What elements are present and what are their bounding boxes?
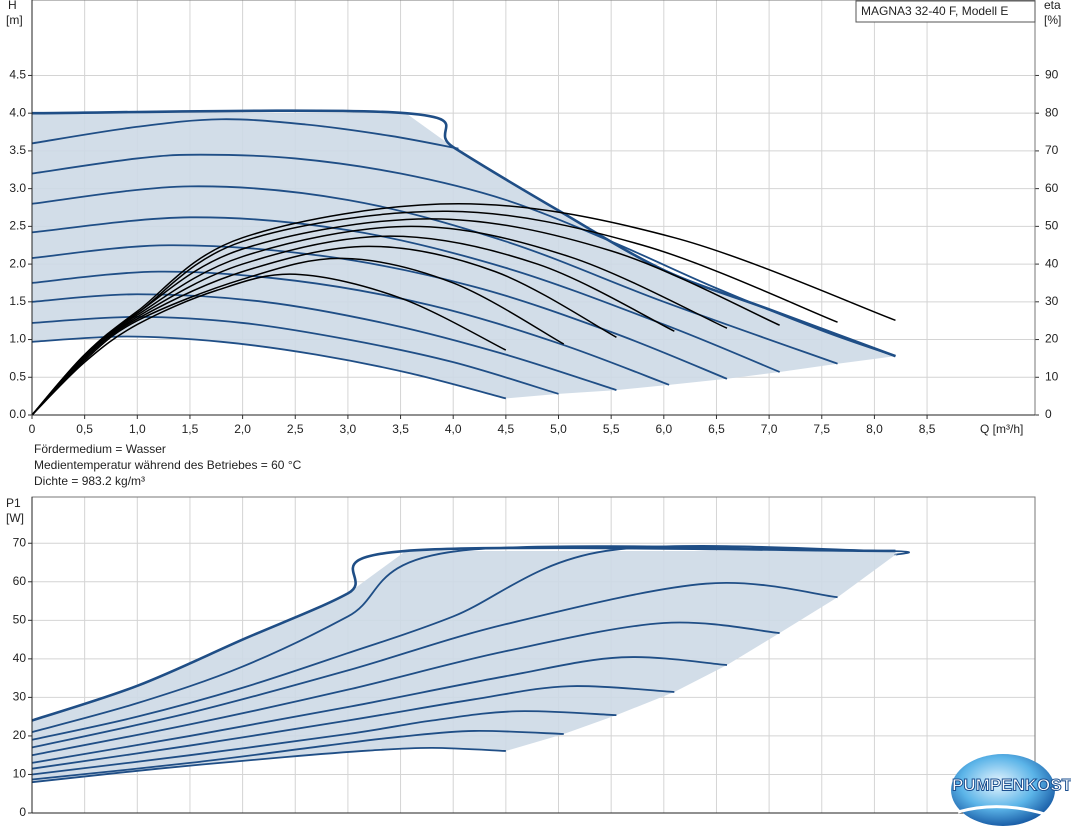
efficiency-curve bbox=[31, 273, 507, 416]
x-tick-label: 4,5 bbox=[498, 422, 515, 436]
performance-curve bbox=[31, 270, 670, 386]
y-tick-label: 0.0 bbox=[9, 407, 26, 421]
y-tick-label: 40 bbox=[13, 651, 27, 665]
performance-curve bbox=[31, 216, 780, 373]
y-axis-unit: [m] bbox=[6, 13, 23, 27]
x-tick-label: 8,5 bbox=[919, 422, 936, 436]
title-box bbox=[855, 0, 1036, 23]
logo: PUMPENKOST bbox=[951, 754, 1071, 826]
y-tick-label: 3.5 bbox=[9, 143, 26, 157]
x-tick-label: 5,0 bbox=[550, 422, 567, 436]
x-tick-label: 6,0 bbox=[655, 422, 672, 436]
y-tick-label: 1.0 bbox=[9, 332, 26, 346]
x-tick-label: 1,0 bbox=[129, 422, 146, 436]
charts: 0 0,5 1,0 1,5 2,0 2,5 3,0 3,5 4,0 4,5 5,0 5,5 6,0 6,5… bbox=[9, 0, 1059, 819]
y2-tick-label: 0 bbox=[1045, 407, 1052, 421]
x-tick-label: 0,5 bbox=[76, 422, 93, 436]
y-axis-label: H bbox=[8, 0, 17, 12]
y2-tick-label: 20 bbox=[1045, 332, 1059, 346]
y-tick-label: 60 bbox=[13, 574, 27, 588]
y2-tick-label: 50 bbox=[1045, 219, 1059, 233]
y-tick-label: 3.0 bbox=[9, 181, 26, 195]
performance-curve bbox=[31, 621, 780, 757]
y-tick-label: 0 bbox=[19, 805, 26, 819]
performance-curve bbox=[31, 729, 564, 781]
y-tick-label: 0.5 bbox=[9, 369, 26, 383]
chart-title: MAGNA3 32-40 F, Modell E bbox=[861, 4, 1008, 18]
efficiency-curve bbox=[31, 257, 565, 416]
y-tick-label: 50 bbox=[13, 612, 27, 626]
y-tick-label: 20 bbox=[13, 728, 27, 742]
performance-curve bbox=[31, 185, 838, 365]
y-tick-label: 2.0 bbox=[9, 256, 26, 270]
y2-axis-label: eta bbox=[1044, 0, 1061, 12]
operating-range bbox=[32, 550, 896, 783]
performance-curve bbox=[31, 656, 728, 764]
performance-curve bbox=[31, 153, 896, 357]
x-tick-label: 4,0 bbox=[445, 422, 462, 436]
x-tick-label: 7,5 bbox=[813, 422, 830, 436]
efficiency-curve bbox=[31, 235, 675, 416]
annotation: Fördermedium = Wasser bbox=[34, 442, 166, 456]
performance-curve bbox=[31, 582, 838, 749]
y-tick-label: 2.5 bbox=[9, 219, 26, 233]
annotation: Dichte = 983.2 kg/m³ bbox=[34, 474, 145, 488]
y-tick-label: 1.5 bbox=[9, 294, 26, 308]
x-axis-label: Q [m³/h] bbox=[980, 422, 1023, 436]
x-tick-label: 0 bbox=[29, 422, 36, 436]
performance-curve bbox=[31, 244, 728, 380]
y-axis-label: P1 bbox=[6, 496, 21, 510]
performance-curve bbox=[31, 746, 506, 784]
efficiency-curve bbox=[31, 218, 780, 416]
y2-axis-unit: [%] bbox=[1044, 13, 1061, 27]
performance-curve bbox=[31, 316, 559, 395]
y-tick-label: 4.0 bbox=[9, 105, 26, 119]
performance-curve bbox=[31, 710, 617, 776]
x-tick-label: 3,0 bbox=[340, 422, 357, 436]
y2-tick-label: 80 bbox=[1045, 105, 1059, 119]
x-tick-label: 3,5 bbox=[392, 422, 409, 436]
performance-curve bbox=[31, 685, 675, 770]
y2-tick-label: 90 bbox=[1045, 68, 1059, 82]
annotation: Medientemperatur während des Betriebes =… bbox=[34, 458, 302, 472]
x-tick-label: 6,5 bbox=[708, 422, 725, 436]
x-tick-label: 8,0 bbox=[866, 422, 883, 436]
x-tick-label: 2,5 bbox=[287, 422, 304, 436]
y-tick-label: 10 bbox=[13, 767, 27, 781]
efficiency-curve bbox=[31, 202, 896, 416]
performance-curve bbox=[31, 293, 617, 391]
y-tick-label: 70 bbox=[13, 535, 27, 549]
y-tick-label: 30 bbox=[13, 690, 27, 704]
x-tick-label: 5,5 bbox=[603, 422, 620, 436]
logo-wave bbox=[957, 805, 1049, 817]
y2-tick-label: 30 bbox=[1045, 294, 1059, 308]
x-tick-label: 2,0 bbox=[234, 422, 251, 436]
x-tick-label: 1,5 bbox=[182, 422, 199, 436]
y-tick-label: 4.5 bbox=[9, 68, 26, 82]
y-axis-unit: [W] bbox=[6, 511, 24, 525]
y2-tick-label: 60 bbox=[1045, 181, 1059, 195]
logo-text: PUMPENKOST bbox=[952, 775, 1071, 794]
y2-tick-label: 70 bbox=[1045, 143, 1059, 157]
x-tick-label: 7,0 bbox=[761, 422, 778, 436]
performance-curve bbox=[31, 545, 910, 741]
performance-curve bbox=[31, 118, 459, 150]
y2-tick-label: 40 bbox=[1045, 256, 1059, 270]
y2-tick-label: 10 bbox=[1045, 369, 1059, 383]
